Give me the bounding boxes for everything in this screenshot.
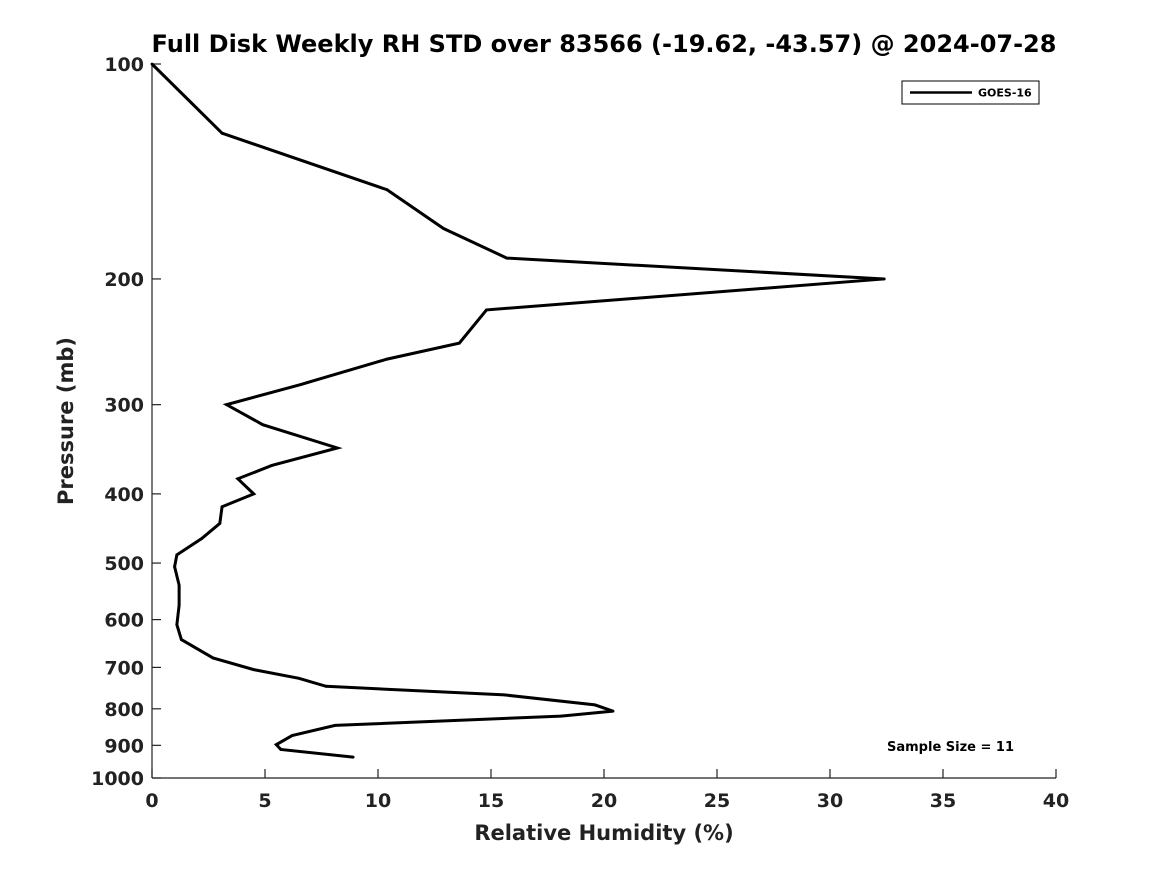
data-point [299, 382, 303, 386]
data-point [882, 277, 886, 281]
data-point [333, 724, 337, 727]
y-tick-label: 400 [104, 484, 144, 506]
data-point [297, 676, 301, 680]
legend: GOES-16 [901, 80, 1040, 105]
data-point [505, 256, 509, 260]
data-point [261, 423, 265, 427]
data-point [252, 668, 256, 672]
data-point [593, 703, 597, 707]
y-axis-label: Pressure (mb) [54, 337, 78, 505]
y-tick-label: 200 [104, 269, 144, 291]
x-tick-label: 25 [704, 790, 730, 812]
series-layer [150, 62, 886, 759]
y-tick-label: 700 [104, 657, 144, 679]
data-point [173, 565, 177, 569]
data-point [457, 341, 461, 345]
data-point [177, 603, 181, 607]
legend-label: GOES-16 [978, 87, 1032, 100]
y-tick-label: 300 [104, 395, 144, 417]
x-tick-label: 20 [591, 790, 617, 812]
x-tick-label: 5 [258, 790, 271, 812]
y-tick-label: 1000 [91, 768, 144, 790]
data-point [179, 638, 183, 642]
sample-size-annotation: Sample Size = 11 [887, 740, 1014, 755]
y-tick-label: 900 [104, 735, 144, 757]
data-point [236, 477, 240, 481]
axes [151, 64, 1056, 779]
x-tick-label: 30 [817, 790, 843, 812]
data-point [559, 714, 563, 718]
data-point [175, 553, 179, 557]
x-tick-label: 0 [145, 790, 158, 812]
data-point [290, 734, 294, 737]
data-point [611, 709, 615, 713]
data-point [218, 522, 222, 525]
data-point [351, 755, 355, 759]
data-point [324, 684, 328, 688]
data-point [385, 357, 389, 361]
data-point [211, 656, 215, 660]
data-point [503, 693, 506, 697]
data-point [220, 505, 224, 509]
data-point [175, 623, 179, 627]
data-point [220, 131, 224, 135]
data-point [177, 583, 181, 587]
y-tick-label: 600 [104, 610, 144, 632]
data-point [279, 748, 283, 751]
y-tick-label: 500 [104, 553, 144, 575]
y-ticks: 100 200 300 400 500 600 700 800 900 1000 [91, 54, 161, 790]
x-ticks: 0 5 10 15 20 25 30 35 40 [145, 769, 1069, 812]
x-tick-label: 40 [1043, 790, 1069, 812]
data-point [270, 464, 274, 467]
data-point [225, 403, 228, 407]
y-tick-label: 100 [104, 54, 144, 76]
x-tick-label: 15 [478, 790, 504, 812]
data-point [385, 188, 389, 192]
x-axis-label: Relative Humidity (%) [474, 821, 733, 845]
data-point [485, 308, 488, 312]
x-tick-label: 35 [930, 790, 956, 812]
data-point [442, 227, 445, 230]
data-point [252, 492, 256, 496]
data-point [274, 743, 278, 747]
data-point [150, 62, 154, 66]
y-tick-label: 800 [104, 699, 144, 721]
x-tick-label: 10 [365, 790, 391, 812]
series-line-goes-16 [150, 62, 885, 759]
data-point [335, 446, 339, 450]
chart-title: Full Disk Weekly RH STD over 83566 (-19.… [152, 30, 1057, 58]
data-point [200, 537, 204, 540]
